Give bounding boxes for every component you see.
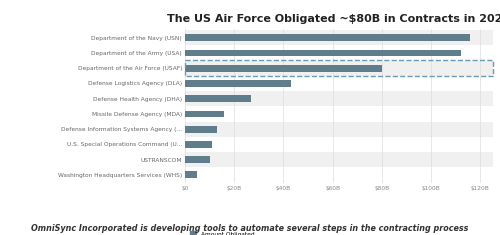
Bar — [185, 61, 492, 76]
Bar — [185, 80, 291, 87]
Bar — [185, 152, 492, 167]
Bar — [185, 50, 460, 56]
Bar — [185, 45, 492, 61]
Bar — [185, 95, 252, 102]
Bar — [185, 30, 492, 45]
Bar — [185, 121, 492, 137]
Bar — [185, 91, 492, 106]
Bar — [185, 167, 492, 183]
Title: The US Air Force Obligated ~$80B in Contracts in 2021: The US Air Force Obligated ~$80B in Cont… — [167, 14, 500, 24]
Bar — [185, 126, 217, 133]
Text: OmniSync Incorporated is developing tools to automate several steps in the contr: OmniSync Incorporated is developing tool… — [32, 224, 469, 233]
Bar — [185, 106, 492, 121]
Bar — [185, 172, 198, 178]
Bar — [185, 156, 210, 163]
Bar — [185, 141, 212, 148]
Bar — [185, 65, 382, 72]
Legend: Amount Obligated: Amount Obligated — [188, 229, 256, 235]
Bar — [185, 76, 492, 91]
Bar — [185, 34, 470, 41]
Bar — [185, 137, 492, 152]
Bar — [185, 110, 224, 118]
